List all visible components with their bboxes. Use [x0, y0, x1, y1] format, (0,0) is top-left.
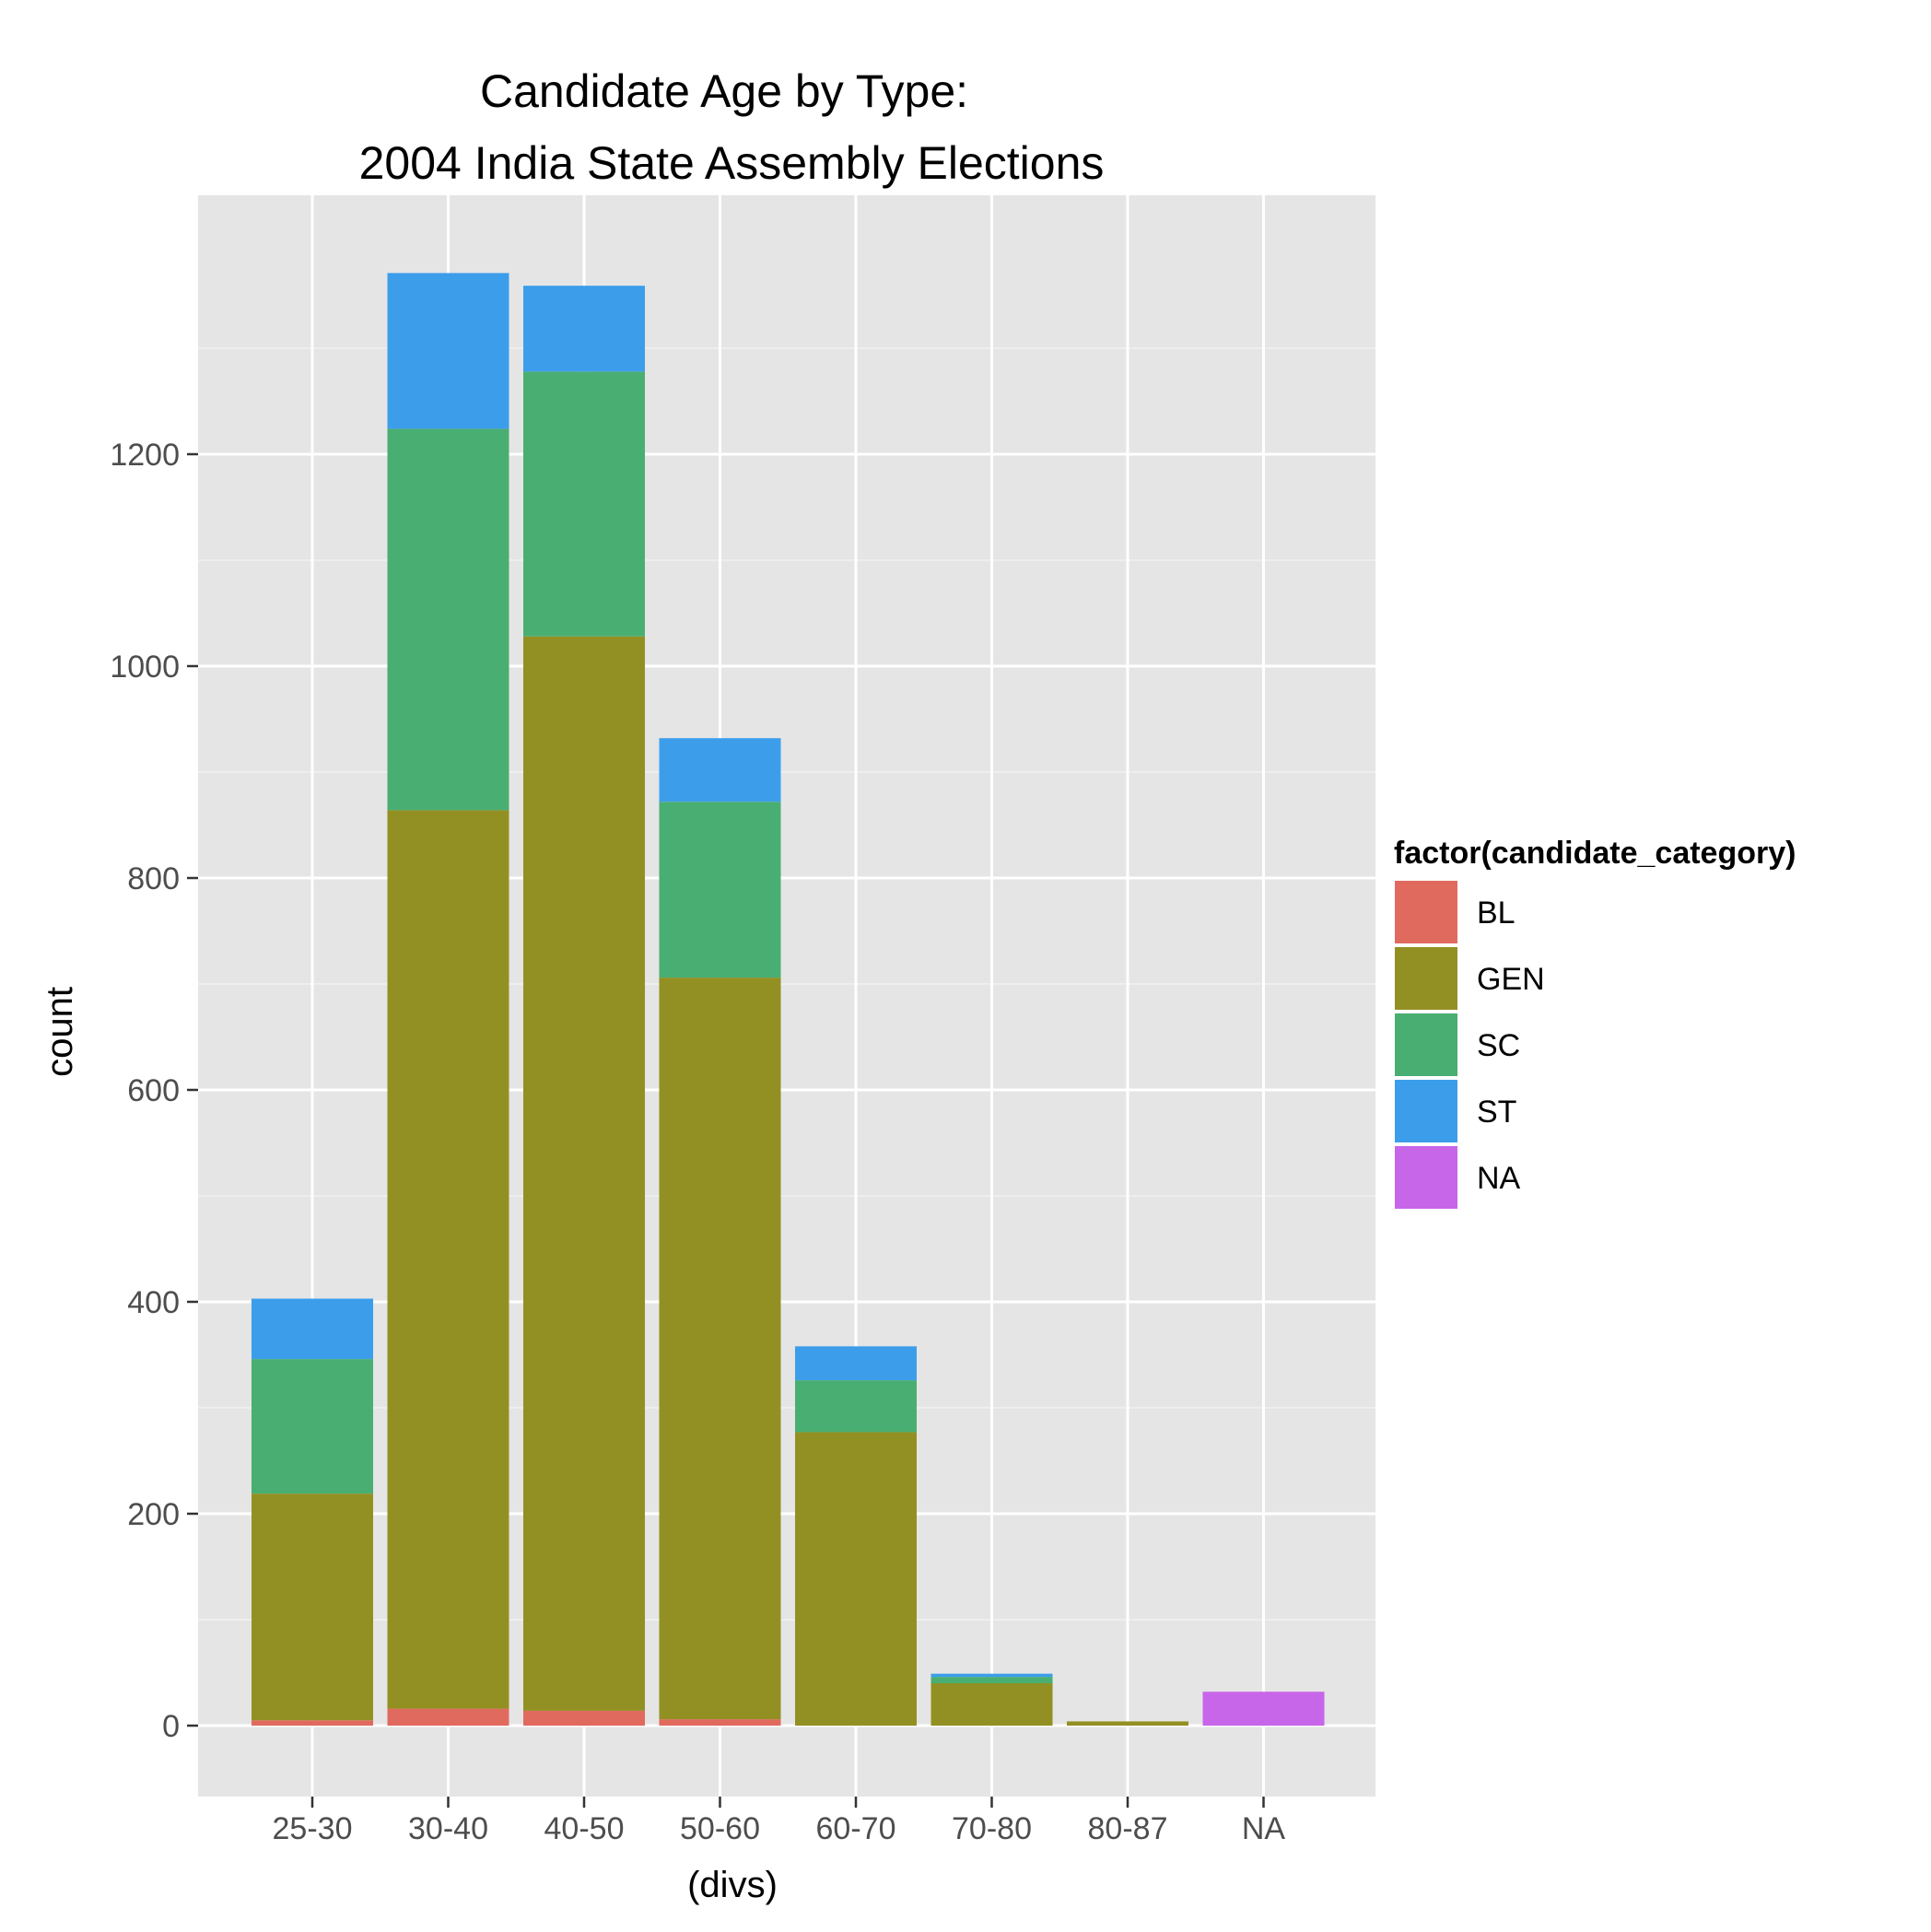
x-tick-label: 25-30 [273, 1811, 353, 1846]
bar-segment-bl [523, 1710, 645, 1726]
y-tick-label: 1000 [110, 650, 180, 685]
y-tick-label: 600 [127, 1073, 180, 1108]
y-tick-label: 1200 [110, 438, 180, 473]
x-tick-label: NA [1242, 1811, 1286, 1846]
legend-key-bl [1393, 879, 1459, 945]
bar-segment-st [387, 273, 509, 429]
x-tick-label: 40-50 [544, 1811, 625, 1846]
legend-label-gen: GEN [1477, 962, 1545, 997]
bar-segment-st [930, 1673, 1053, 1678]
bar-segment-gen [252, 1493, 373, 1721]
x-tick-label: 60-70 [816, 1811, 896, 1846]
bar-segment-gen [523, 636, 645, 1711]
bar-segment-sc [795, 1380, 917, 1433]
bar-segment-sc [387, 428, 509, 811]
bar-segment-gen [795, 1432, 917, 1726]
legend-label-st: ST [1477, 1095, 1516, 1130]
bar-segment-bl [659, 1719, 781, 1726]
bar-segment-st [523, 286, 645, 372]
bar-segment-sc [659, 802, 781, 978]
y-axis: 0 200 400 600 800 1000 1200 [110, 438, 198, 1744]
y-tick-label: 200 [127, 1497, 180, 1532]
legend-key-st [1393, 1078, 1459, 1144]
bar-segment-sc [523, 371, 645, 637]
chart-title-line-1: Candidate Age by Type: [480, 65, 968, 117]
plot-panel [198, 195, 1375, 1797]
bar-segment-bl [387, 1708, 509, 1726]
y-tick-label: 800 [127, 861, 180, 896]
bar-segment-gen [659, 978, 781, 1720]
legend-key-gen [1393, 945, 1459, 1012]
bar-segment-bl [252, 1720, 373, 1726]
bar-segment-st [795, 1346, 917, 1381]
legend-label-sc: SC [1477, 1028, 1520, 1063]
legend-label-bl: BL [1477, 896, 1516, 931]
bars [252, 273, 1325, 1726]
x-axis-title: (divs) [687, 1865, 778, 1905]
legend-key-sc [1393, 1012, 1459, 1078]
y-tick-label: 0 [162, 1709, 180, 1744]
x-tick-label: 30-40 [408, 1811, 488, 1846]
bar-segment-gen [1067, 1721, 1188, 1726]
bar-segment-sc [252, 1359, 373, 1494]
bar-segment-st [252, 1298, 373, 1360]
legend-title: factor(candidate_category) [1394, 836, 1796, 871]
y-tick-label: 400 [127, 1285, 180, 1320]
x-tick-label: 70-80 [952, 1811, 1032, 1846]
legend-background [1375, 820, 1891, 1218]
legend-key-na [1393, 1144, 1459, 1211]
bar-segment-sc [930, 1677, 1053, 1683]
x-axis: 25-30 30-40 40-50 50-60 60-70 70-80 80-87 NA [273, 1797, 1286, 1846]
chart-title-line-2: 2004 India State Assembly Elections [359, 137, 1105, 189]
bar-segment-na [1202, 1692, 1325, 1726]
legend-keys: BL GEN SC ST NA [1393, 879, 1545, 1211]
x-tick-label: 80-87 [1088, 1811, 1168, 1846]
bar-segment-gen [387, 810, 509, 1709]
bar-segment-st [659, 738, 781, 802]
y-axis-title: count [40, 987, 80, 1077]
legend-label-na: NA [1477, 1161, 1521, 1196]
legend: factor(candidate_category) BL GEN SC ST NA [1375, 820, 1891, 1218]
bar-segment-gen [930, 1683, 1053, 1726]
x-tick-label: 50-60 [680, 1811, 760, 1846]
